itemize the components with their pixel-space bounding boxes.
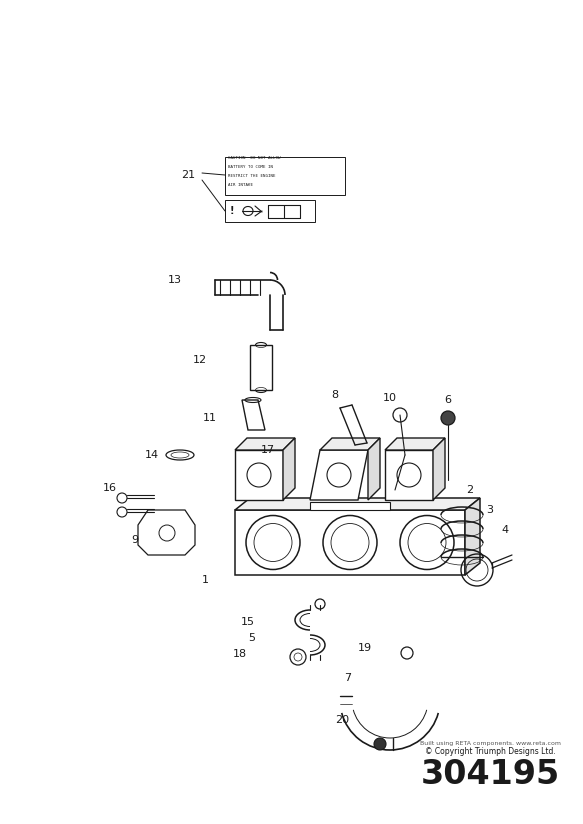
Polygon shape xyxy=(235,498,480,510)
Text: RESTRICT THE ENGINE: RESTRICT THE ENGINE xyxy=(228,174,276,178)
Text: 20: 20 xyxy=(335,715,349,725)
Text: 11: 11 xyxy=(203,413,217,423)
Text: 12: 12 xyxy=(193,355,207,365)
Text: 19: 19 xyxy=(358,643,372,653)
Polygon shape xyxy=(385,450,433,500)
FancyBboxPatch shape xyxy=(310,502,390,510)
Text: 304195: 304195 xyxy=(420,759,560,792)
Text: 10: 10 xyxy=(383,393,397,403)
Text: 8: 8 xyxy=(332,390,339,400)
Circle shape xyxy=(374,738,386,750)
Circle shape xyxy=(279,442,291,454)
Polygon shape xyxy=(385,438,445,450)
Text: AIR INTAKE: AIR INTAKE xyxy=(228,183,253,187)
Polygon shape xyxy=(235,450,283,500)
Text: 1: 1 xyxy=(202,575,209,585)
Text: CAUTION  DO NOT ALLOW: CAUTION DO NOT ALLOW xyxy=(228,156,280,160)
Text: 13: 13 xyxy=(168,275,182,285)
Text: 16: 16 xyxy=(103,483,117,493)
Polygon shape xyxy=(310,450,368,500)
Text: 5: 5 xyxy=(248,633,255,643)
Text: 9: 9 xyxy=(131,535,139,545)
Text: 21: 21 xyxy=(181,170,195,180)
FancyBboxPatch shape xyxy=(250,345,272,390)
Text: BATTERY TO COME IN: BATTERY TO COME IN xyxy=(228,165,273,169)
Polygon shape xyxy=(235,438,295,450)
Polygon shape xyxy=(283,438,295,500)
Circle shape xyxy=(441,411,455,425)
Circle shape xyxy=(315,599,325,609)
Text: 14: 14 xyxy=(145,450,159,460)
Text: © Copyright Triumph Designs Ltd.: © Copyright Triumph Designs Ltd. xyxy=(424,747,556,756)
Text: 15: 15 xyxy=(241,617,255,627)
Text: Built using RETA components. www.reta.com: Built using RETA components. www.reta.co… xyxy=(420,741,560,746)
FancyBboxPatch shape xyxy=(235,510,465,575)
Polygon shape xyxy=(320,438,380,450)
Polygon shape xyxy=(433,438,445,500)
Text: 6: 6 xyxy=(444,395,451,405)
Text: 17: 17 xyxy=(261,445,275,455)
Text: 4: 4 xyxy=(501,525,508,535)
FancyBboxPatch shape xyxy=(225,200,315,222)
Text: 7: 7 xyxy=(345,673,352,683)
Polygon shape xyxy=(368,438,380,500)
Text: 3: 3 xyxy=(486,505,493,515)
Text: 2: 2 xyxy=(466,485,473,495)
Text: !: ! xyxy=(230,206,234,216)
FancyBboxPatch shape xyxy=(225,157,345,195)
Polygon shape xyxy=(465,498,480,575)
Text: 18: 18 xyxy=(233,649,247,659)
